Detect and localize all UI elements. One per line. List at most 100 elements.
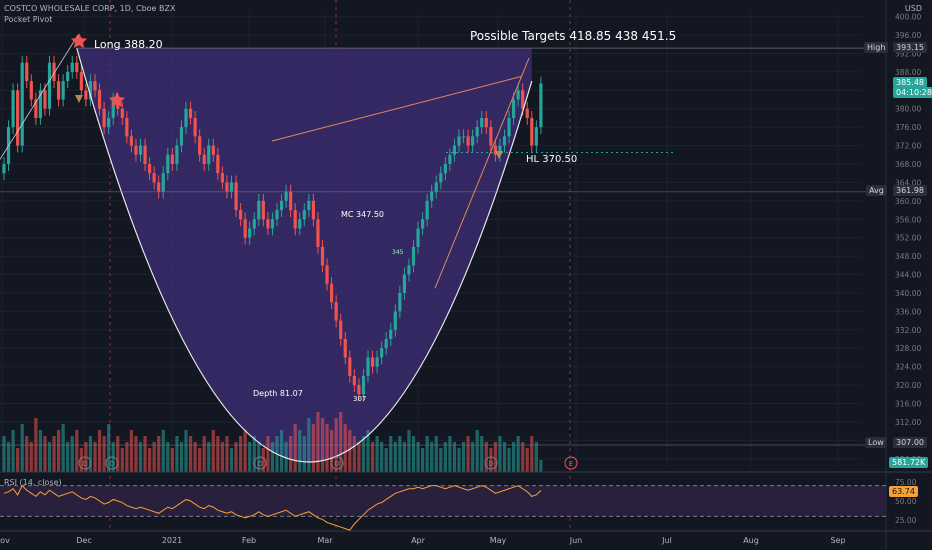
mc-label: MC 347.50 xyxy=(341,210,385,219)
candle-body xyxy=(279,200,284,211)
time-tick-label: Jun xyxy=(569,536,583,545)
candle-body xyxy=(534,127,538,146)
event-marker-letter: D xyxy=(488,460,493,468)
time-tick-label: Aug xyxy=(743,536,759,545)
candle-body xyxy=(84,90,88,100)
candle-body xyxy=(348,357,352,376)
event-marker-circle xyxy=(564,456,578,470)
candle-body xyxy=(202,154,206,164)
candle-body xyxy=(34,99,38,118)
volume-bar xyxy=(302,436,306,472)
price-tick-label: 336.00 xyxy=(895,307,921,316)
cup-pattern-area xyxy=(76,48,532,462)
volume-bar xyxy=(393,442,397,472)
candle-body xyxy=(416,228,420,247)
candle-body xyxy=(461,136,466,138)
volume-bar xyxy=(93,442,97,472)
volume-bar xyxy=(311,424,315,472)
candle-body xyxy=(421,219,425,229)
candle-body xyxy=(439,173,443,183)
candle-body xyxy=(512,99,516,118)
volume-bar xyxy=(516,436,520,472)
volume-bar xyxy=(47,442,52,472)
candle-body xyxy=(370,357,375,367)
candle-body xyxy=(339,320,343,340)
candle-body xyxy=(252,219,256,229)
candle-body xyxy=(152,173,156,183)
volume-bar xyxy=(166,442,170,472)
volume-bar xyxy=(525,448,529,472)
depth-label: Depth 81.07 xyxy=(253,389,303,398)
volume-bar xyxy=(461,442,466,472)
candle-body xyxy=(389,329,393,340)
candle-body xyxy=(198,136,202,155)
volume-bar xyxy=(57,430,61,472)
price-tick-label: 356.00 xyxy=(895,215,921,224)
possible-targets-label: Possible Targets 418.85 438 451.5 xyxy=(470,29,677,43)
candle-body xyxy=(2,164,6,174)
candle-body xyxy=(120,108,124,118)
candle-body xyxy=(102,108,106,128)
candle-body xyxy=(107,117,111,128)
price-tick-label: 340.00 xyxy=(895,289,921,298)
low-tag-label: Low xyxy=(865,437,887,448)
candle-body xyxy=(311,200,315,220)
volume-bar xyxy=(229,448,234,472)
rsi-pane[interactable]: 75.00 50.00 25.00 xyxy=(0,471,932,532)
time-tick-label: May xyxy=(490,536,507,545)
candle-body xyxy=(407,265,411,275)
candle-body xyxy=(166,154,170,174)
price-tick-label: 388.00 xyxy=(895,68,921,77)
candle-body xyxy=(334,302,338,321)
volume-bar xyxy=(370,442,375,472)
higher-low-label: HL 370.50 xyxy=(526,154,578,165)
volume-bar xyxy=(107,424,111,472)
rsi-line xyxy=(3,484,542,531)
volume-bar xyxy=(425,436,429,472)
event-marker-letter: D xyxy=(82,460,87,468)
chart-title: COSTCO WHOLESALE CORP, 1D, Cboe BZX xyxy=(4,4,176,13)
candle-body xyxy=(343,339,347,358)
price-tick-label: 316.00 xyxy=(895,400,921,409)
price-axis[interactable]: 400.00396.00392.00388.00384.00380.00376.… xyxy=(885,0,921,550)
volume-bar xyxy=(298,430,302,472)
candle-body xyxy=(29,81,33,100)
volume-bar xyxy=(361,436,366,472)
volume-bar xyxy=(539,460,543,472)
price-tick-label: 328.00 xyxy=(895,344,921,353)
candle-body xyxy=(225,182,229,192)
volume-bar xyxy=(398,436,402,472)
time-axis[interactable]: Nov Dec 2021 Feb Mar Apr May Jun Jul Aug Sep xyxy=(0,536,846,545)
volume-bar xyxy=(97,430,102,472)
candle-body xyxy=(229,182,234,192)
volume-bar xyxy=(2,436,6,472)
candle-body xyxy=(207,145,211,164)
candle-body xyxy=(502,136,507,146)
candle-body xyxy=(289,191,293,211)
candle-body xyxy=(157,182,161,192)
candle-body xyxy=(138,145,143,155)
volume-bar xyxy=(443,442,447,472)
candle-body xyxy=(521,90,525,109)
event-marker-circle xyxy=(330,456,344,470)
time-tick-label: Sep xyxy=(830,536,845,545)
candle-body xyxy=(539,83,543,128)
candle-body xyxy=(457,136,461,146)
volume-bar xyxy=(79,448,83,472)
candle-body xyxy=(325,265,329,284)
candle-body xyxy=(52,62,56,82)
candle-body xyxy=(211,145,215,155)
volume-bar xyxy=(457,448,461,472)
volume-bar xyxy=(530,436,534,472)
currency-label[interactable]: USD xyxy=(904,4,922,13)
candle-body xyxy=(66,71,70,82)
high-tag-value: 393.15 xyxy=(893,42,927,53)
event-marker-letter: D xyxy=(334,460,339,468)
volume-bar xyxy=(421,448,425,472)
candle-body xyxy=(352,375,356,386)
time-tick-label: Jul xyxy=(661,536,672,545)
candle-body xyxy=(475,127,479,137)
candle-body xyxy=(243,219,247,238)
